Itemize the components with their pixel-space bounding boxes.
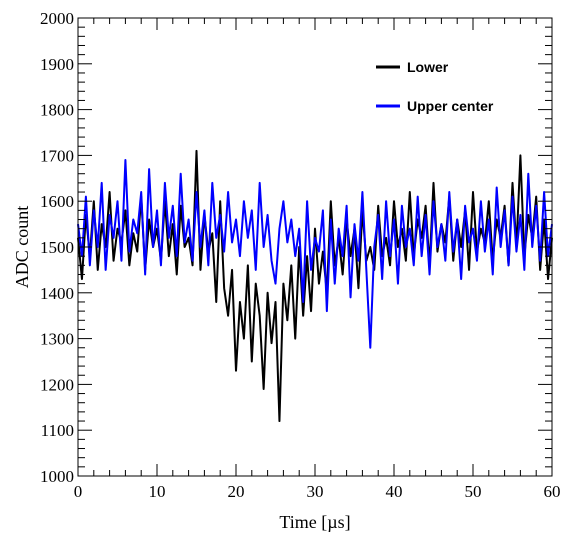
x-tick-label: 0 (74, 482, 83, 501)
legend-label-lower: Lower (407, 59, 449, 75)
y-tick-label: 1100 (41, 421, 74, 440)
y-tick-label: 1000 (40, 467, 74, 486)
y-tick-label: 1900 (40, 55, 74, 74)
legend-label-upper-center: Upper center (407, 98, 494, 114)
y-axis-title: ADC count (12, 206, 32, 289)
x-axis-title: Time [µs] (279, 512, 350, 532)
y-tick-label: 2000 (40, 9, 74, 28)
y-tick-label: 1600 (40, 192, 74, 211)
x-tick-label: 30 (307, 482, 324, 501)
series-line-0 (77, 149, 553, 423)
legend: Lower Upper center (376, 59, 494, 114)
y-tick-label: 1300 (40, 330, 74, 349)
ticks-layer (77, 17, 553, 477)
series-line-1 (77, 158, 553, 349)
labels-layer: 0 10 20 30 40 50 60 1000 1100 1200 1300 1400 1500 160… (40, 9, 561, 501)
x-tick-label: 40 (386, 482, 403, 501)
y-tick-label: 1800 (40, 101, 74, 120)
y-tick-label: 1700 (40, 146, 74, 165)
y-tick-label: 1200 (40, 375, 74, 394)
x-tick-label: 10 (149, 482, 166, 501)
x-tick-label: 20 (228, 482, 245, 501)
x-tick-label: 60 (544, 482, 561, 501)
x-tick-label: 50 (465, 482, 482, 501)
y-tick-label: 1400 (40, 284, 74, 303)
series-layer (77, 149, 553, 423)
y-tick-label: 1500 (40, 238, 74, 257)
